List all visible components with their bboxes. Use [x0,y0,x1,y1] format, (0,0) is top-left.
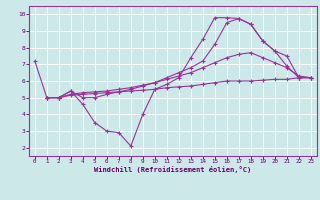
X-axis label: Windchill (Refroidissement éolien,°C): Windchill (Refroidissement éolien,°C) [94,166,252,173]
